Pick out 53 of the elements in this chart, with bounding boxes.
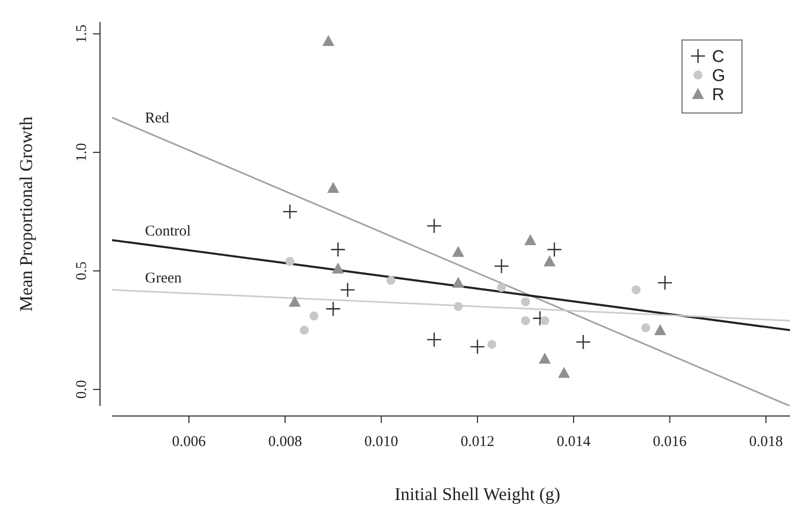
point bbox=[426, 332, 442, 348]
y-tick-label: 1.0 bbox=[74, 142, 90, 162]
point bbox=[282, 204, 298, 220]
point bbox=[452, 276, 464, 288]
legend-label: G bbox=[712, 66, 726, 85]
point bbox=[452, 246, 464, 257]
x-tick-label: 0.012 bbox=[460, 434, 494, 450]
point bbox=[330, 242, 346, 258]
point bbox=[538, 352, 551, 364]
point bbox=[470, 339, 486, 354]
point bbox=[654, 324, 666, 336]
x-tick-label: 0.018 bbox=[749, 434, 783, 450]
legend-label: C bbox=[712, 47, 724, 66]
point bbox=[332, 262, 344, 274]
x-axis-title: Initial Shell Weight (g) bbox=[394, 484, 560, 504]
point bbox=[309, 311, 318, 320]
x-tick-label: 0.006 bbox=[172, 434, 206, 450]
x-tick-label: 0.008 bbox=[268, 434, 302, 450]
point bbox=[322, 34, 334, 46]
point bbox=[524, 234, 536, 246]
point bbox=[426, 218, 442, 234]
point bbox=[576, 334, 591, 350]
legend-label: R bbox=[712, 85, 724, 104]
point bbox=[540, 316, 550, 326]
point bbox=[300, 326, 309, 335]
point bbox=[386, 276, 396, 285]
y-axis-title: Mean Proportional Growth bbox=[16, 116, 36, 312]
point bbox=[288, 296, 301, 307]
point bbox=[641, 323, 650, 332]
point bbox=[494, 258, 510, 274]
point bbox=[521, 316, 530, 326]
point bbox=[544, 255, 556, 266]
series-label: Control bbox=[145, 223, 191, 240]
point bbox=[546, 242, 562, 258]
y-tick-label: 0.0 bbox=[74, 380, 90, 399]
point bbox=[340, 282, 356, 298]
point bbox=[327, 182, 340, 193]
point bbox=[632, 285, 641, 294]
x-tick-label: 0.016 bbox=[652, 434, 688, 450]
series-label: Red bbox=[145, 110, 170, 127]
point bbox=[285, 256, 294, 266]
point bbox=[521, 297, 530, 306]
x-tick-label: 0.010 bbox=[364, 434, 398, 450]
series-label: Green bbox=[145, 270, 182, 286]
y-tick-label: 0.5 bbox=[74, 262, 90, 280]
point bbox=[496, 282, 506, 292]
x-tick-label: 0.014 bbox=[556, 434, 591, 450]
point bbox=[657, 275, 673, 290]
point bbox=[558, 366, 570, 378]
point bbox=[326, 301, 341, 316]
point bbox=[487, 340, 496, 349]
point bbox=[454, 302, 463, 311]
y-tick-label: 1.5 bbox=[74, 24, 90, 44]
